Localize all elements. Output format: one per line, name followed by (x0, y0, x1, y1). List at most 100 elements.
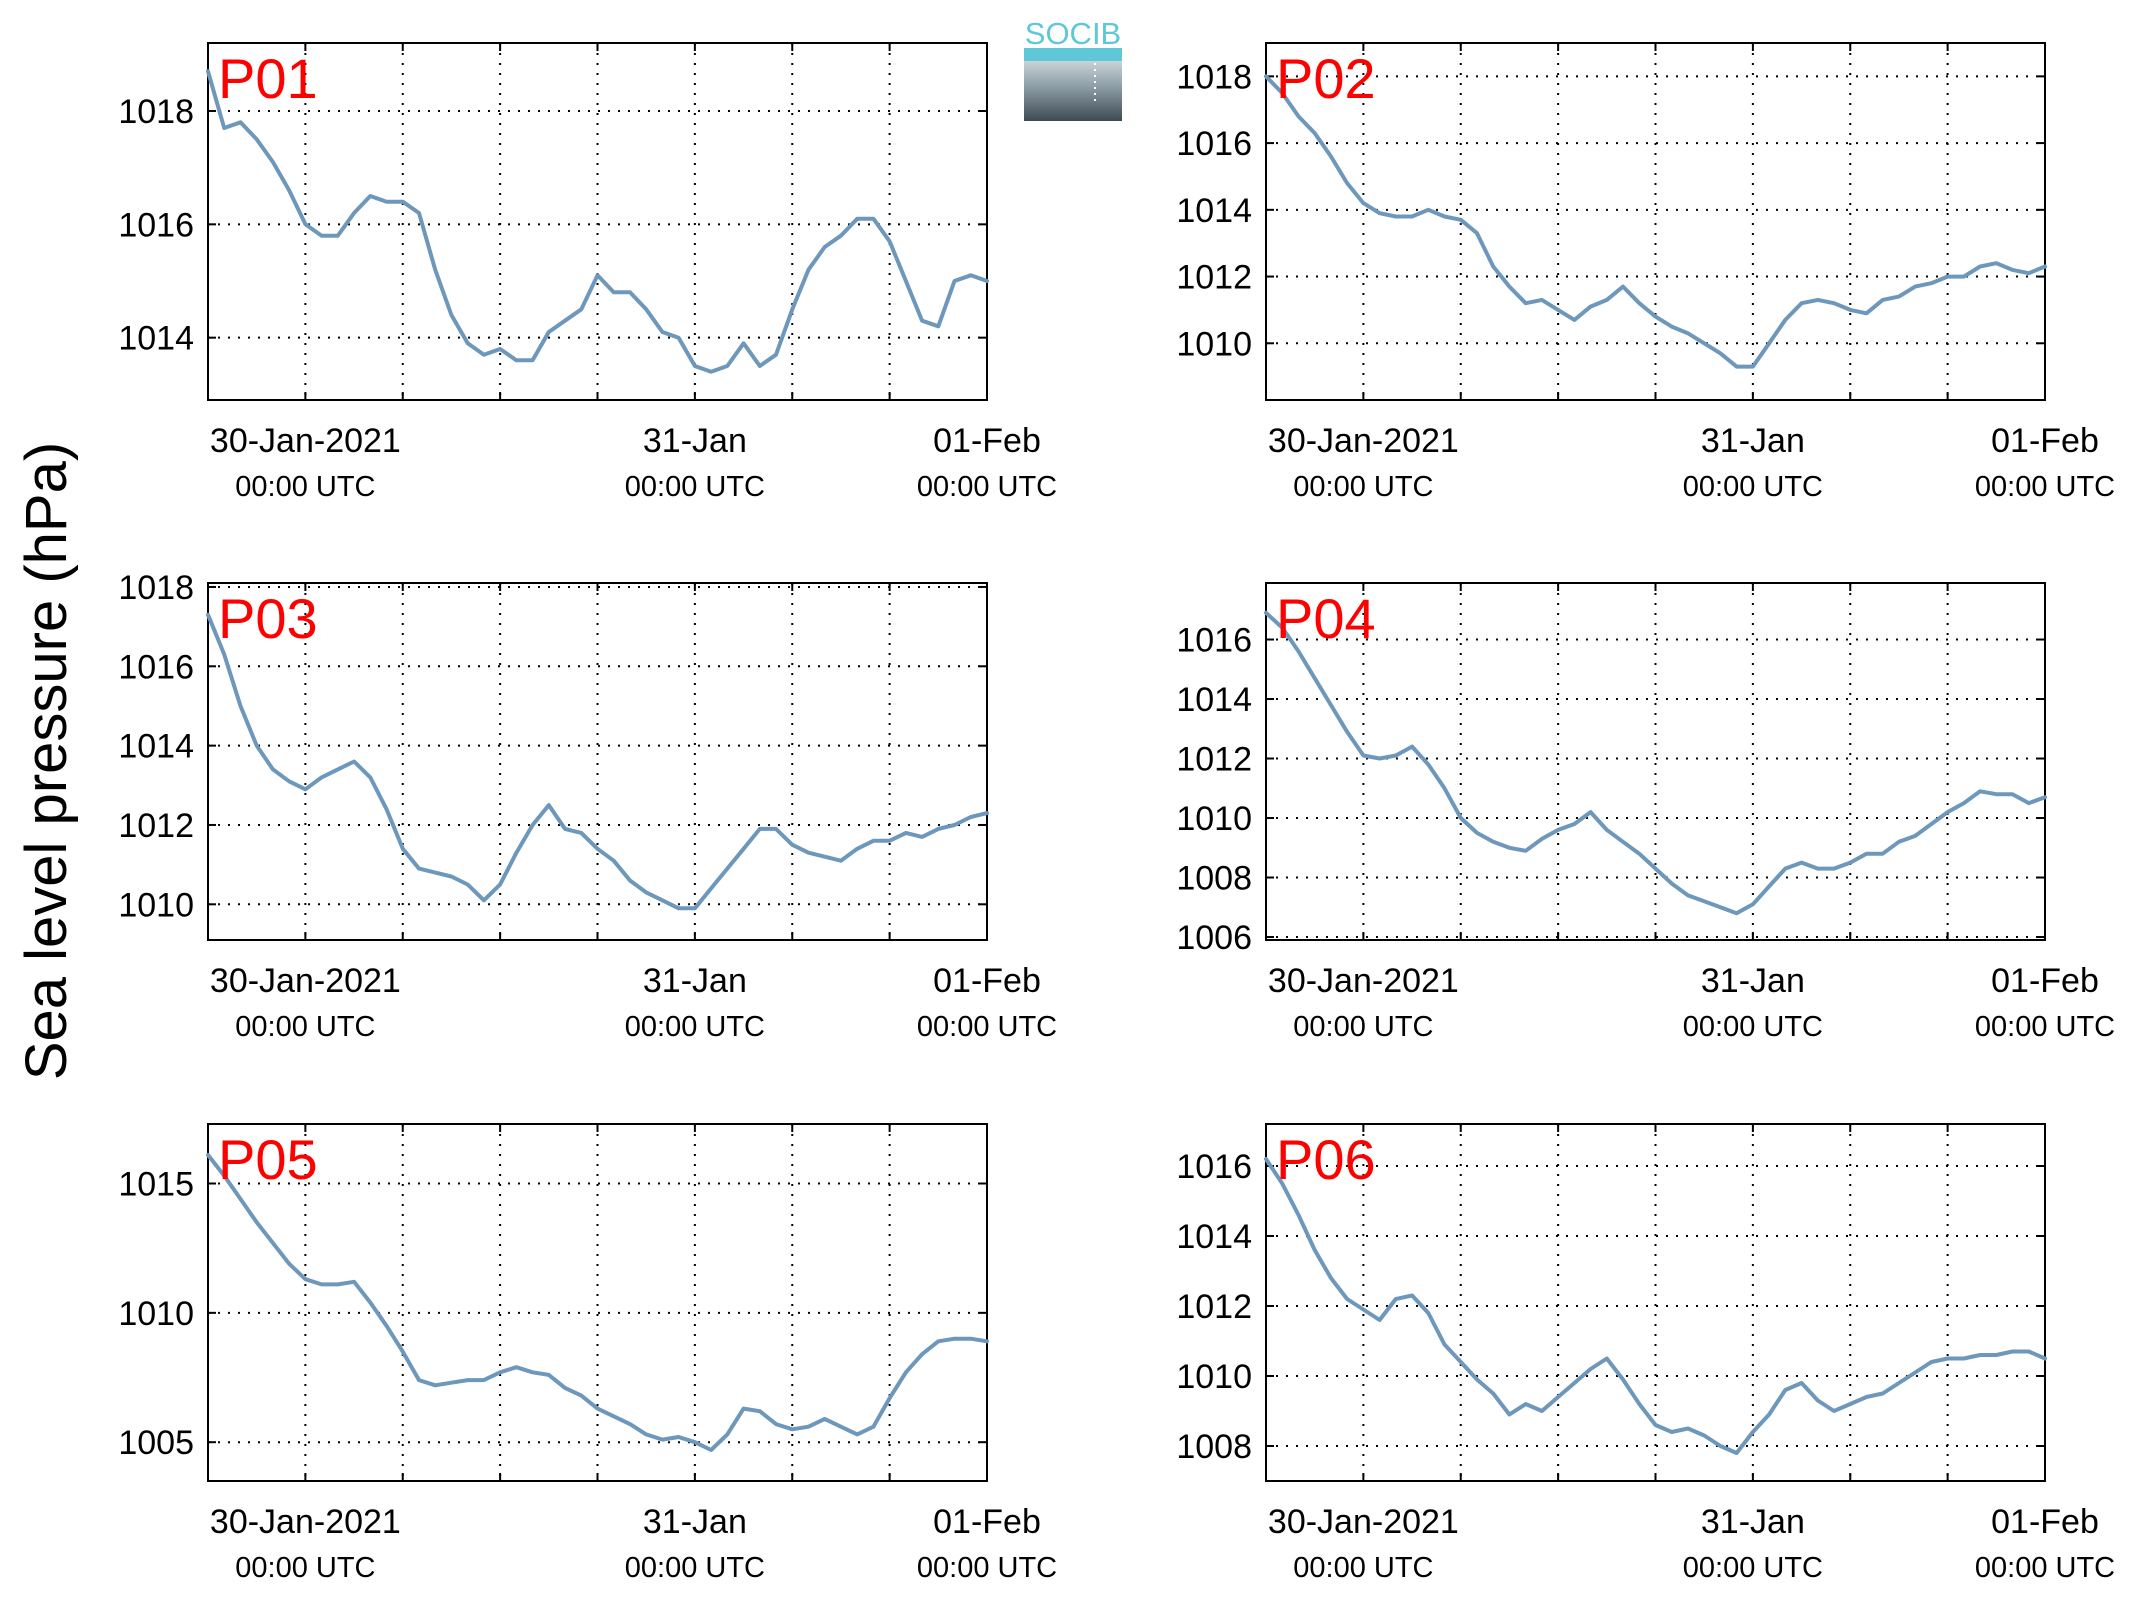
y-tick-label: 1010 (118, 886, 194, 924)
data-point (1606, 829, 1608, 831)
plot-frame (1265, 582, 2046, 941)
data-point (1330, 155, 1332, 157)
data-point (1492, 266, 1494, 267)
data-point (678, 1436, 680, 1438)
x-tick-sublabel: 00:00 UTC (1293, 471, 1433, 503)
data-point (1298, 1214, 1299, 1216)
data-point (1622, 286, 1624, 288)
data-point (759, 828, 761, 830)
x-tick-sublabel: 00:00 UTC (1293, 1552, 1433, 1584)
data-point (272, 1242, 274, 1244)
y-tick-label: 1010 (1176, 800, 1252, 838)
data-point (499, 884, 501, 885)
data-point (1849, 862, 1851, 864)
data-point (661, 899, 663, 901)
data-point (207, 1154, 209, 1156)
data-point (402, 201, 404, 203)
data-point (1362, 755, 1364, 756)
data-point (629, 880, 631, 881)
data-point (2044, 266, 2046, 267)
data-point (2028, 272, 2030, 274)
data-point (791, 844, 793, 846)
data-point (613, 860, 615, 862)
data-point (1508, 847, 1510, 849)
data-point (645, 891, 647, 893)
x-tick-sublabel: 00:00 UTC (1683, 1552, 1823, 1584)
y-tick-label: 1016 (118, 206, 194, 244)
data-point (337, 1283, 339, 1285)
data-point (678, 337, 680, 339)
data-point (921, 320, 923, 322)
data-point (678, 907, 680, 909)
data-point (1963, 802, 1965, 804)
data-point (954, 824, 955, 826)
data-point (1379, 212, 1381, 214)
data-point (1930, 1361, 1932, 1363)
data-point (1979, 1354, 1981, 1356)
data-point (564, 828, 566, 830)
data-point (1882, 299, 1884, 301)
x-tick-label: 01-Feb (1991, 962, 2099, 1000)
data-point (1655, 1424, 1656, 1426)
data-point (1314, 1249, 1316, 1251)
data-point (1395, 216, 1397, 217)
x-tick-sublabel: 00:00 UTC (625, 471, 765, 503)
data-point (1930, 823, 1932, 825)
data-point (1979, 266, 1981, 267)
plot-frame (207, 42, 988, 401)
data-point (1444, 216, 1445, 217)
data-point (2044, 1358, 2046, 1359)
y-tick-label: 1014 (118, 728, 194, 766)
x-tick-label: 31-Jan (643, 962, 747, 1000)
data-point (775, 828, 777, 830)
y-tick-label: 1012 (1176, 1288, 1252, 1326)
data-point (645, 308, 647, 310)
y-tick-label: 1018 (1176, 58, 1252, 96)
data-point (645, 1433, 647, 1435)
data-point (1557, 309, 1559, 311)
data-point (1298, 650, 1299, 652)
data-point (743, 1408, 745, 1410)
data-point (597, 848, 598, 850)
data-point (824, 856, 826, 858)
logo-band (1024, 48, 1122, 61)
data-point (223, 1175, 225, 1177)
data-point (1995, 793, 1997, 795)
y-tick-label: 1016 (1176, 125, 1252, 163)
data-point (1752, 1431, 1754, 1433)
x-tick-sublabel: 00:00 UTC (917, 1011, 1057, 1043)
x-tick-label: 31-Jan (1701, 422, 1805, 460)
data-point (1622, 1379, 1624, 1380)
data-point (613, 291, 615, 293)
data-point (532, 1371, 534, 1373)
data-point (304, 788, 306, 790)
data-point (1768, 342, 1770, 344)
data-point (1395, 1298, 1397, 1300)
data-point (872, 218, 874, 220)
data-point (1362, 202, 1364, 204)
data-point (1508, 286, 1510, 288)
data-point (1963, 276, 1965, 278)
y-tick-label: 1015 (118, 1166, 194, 1204)
y-tick-label: 1010 (1176, 1358, 1252, 1396)
data-point (1719, 352, 1721, 354)
data-point (1298, 115, 1299, 117)
data-point (629, 1423, 631, 1425)
data-point (1395, 755, 1397, 756)
data-point (1460, 817, 1462, 819)
data-point (613, 1415, 615, 1417)
data-point (1849, 1403, 1851, 1405)
data-point (434, 1384, 436, 1386)
y-tick-label: 1006 (1176, 919, 1252, 957)
data-point (499, 1371, 501, 1373)
data-point (467, 1379, 469, 1381)
data-point (824, 246, 826, 248)
panel-label: P01 (218, 47, 318, 110)
x-tick-sublabel: 00:00 UTC (235, 1552, 375, 1584)
x-tick-sublabel: 00:00 UTC (235, 1011, 375, 1043)
data-point (1671, 1431, 1673, 1433)
data-point (548, 804, 550, 806)
data-point (743, 848, 745, 850)
data-point (840, 235, 842, 237)
x-tick-sublabel: 00:00 UTC (1975, 471, 2115, 503)
